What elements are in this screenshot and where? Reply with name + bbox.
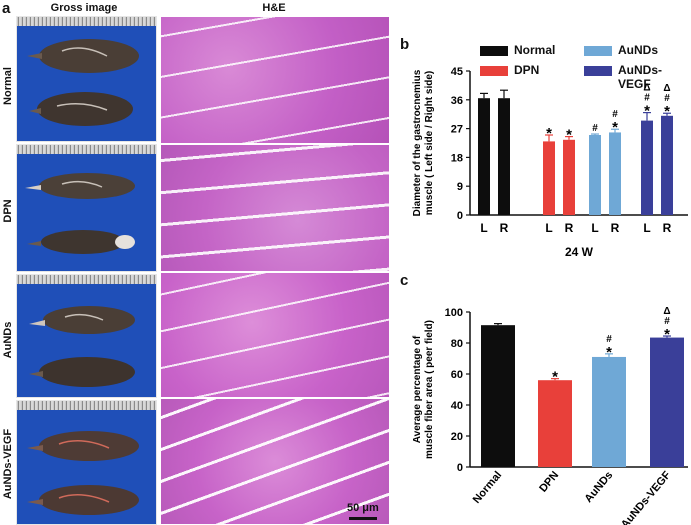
bar [641, 120, 653, 215]
chart-c: 0 20 40 60 80 100 Average percentage of muscle … [412, 306, 688, 525]
y-tick-label: 80 [451, 338, 463, 350]
muscle-specimen-aunds-vegf [27, 431, 139, 515]
y-axis-label-line1: Diameter of the gastrocnemius [412, 69, 423, 216]
x-tick-label: R [663, 221, 672, 235]
gross-image-header: Gross image [50, 2, 118, 14]
bar [592, 356, 626, 467]
ruler [17, 145, 156, 154]
bar [543, 141, 555, 215]
legend: Normal AuNDs DPN AuNDs-VEGF [480, 43, 690, 91]
muscle-specimen-normal [27, 39, 139, 126]
he-image-aunds [160, 272, 390, 398]
ruler [17, 401, 156, 410]
row-label-normal: Normal [2, 67, 14, 105]
he-image-normal [160, 16, 390, 144]
y-tick-label: 100 [445, 307, 463, 319]
y-axis-label-line2: muscle ( Left side / Right side) [424, 71, 435, 215]
legend-label-aunds-vegf: AuNDs-VEGF [618, 63, 662, 91]
y-axis-label-line2: muscle fiber area ( peer field) [424, 320, 435, 459]
panel-a-letter: a [2, 0, 11, 17]
muscle-specimen-dpn [25, 173, 135, 254]
y-tick-label: 20 [451, 431, 463, 443]
significance-mark: # [592, 123, 598, 134]
bar [589, 135, 601, 215]
ruler [17, 17, 156, 26]
x-tick-label: L [591, 221, 598, 235]
he-header: H&E [262, 2, 286, 14]
scale-bar [349, 517, 377, 520]
legend-label-dpn: DPN [514, 63, 540, 77]
legend-swatch-aunds-vegf [584, 66, 612, 76]
panel-b-letter: b [400, 36, 410, 53]
significance-mark: * [606, 344, 612, 361]
x-tick-label: AuNDs-VEGF [619, 469, 674, 525]
x-tick-label: L [643, 221, 650, 235]
significance-mark: Δ [663, 306, 670, 317]
bar [538, 380, 572, 467]
bar [481, 325, 515, 467]
significance-mark: Δ [643, 83, 650, 94]
x-tick-label: AuNDs [583, 469, 616, 505]
he-image-aunds-vegf [160, 398, 390, 525]
row-label-aunds-vegf: AuNDs-VEGF [2, 428, 14, 500]
bar [563, 139, 575, 215]
significance-mark: # [606, 334, 612, 345]
legend-swatch-aunds [584, 46, 612, 56]
y-tick-label: 45 [451, 66, 463, 78]
significance-mark: # [644, 93, 650, 104]
row-label-aunds: AuNDs [2, 321, 14, 359]
x-axis-label: 24 W [565, 245, 594, 259]
bar [650, 337, 684, 467]
significance-mark: # [612, 109, 618, 120]
x-tick-label: L [545, 221, 552, 235]
scale-bar-label: 50 μm [347, 502, 379, 514]
x-tick-label: R [611, 221, 620, 235]
y-tick-label: 0 [457, 462, 463, 474]
bar [478, 98, 490, 215]
significance-mark: * [566, 127, 572, 144]
legend-label-aunds: AuNDs [618, 43, 659, 57]
y-tick-label: 27 [451, 124, 463, 136]
significance-mark: * [664, 326, 670, 343]
bar [609, 132, 621, 215]
y-tick-label: 9 [457, 181, 463, 193]
bar [498, 98, 510, 215]
ruler [17, 275, 156, 284]
legend-label-normal: Normal [514, 43, 556, 57]
y-tick-label: 18 [451, 152, 463, 164]
gross-image-aunds-vegf [16, 400, 157, 525]
significance-mark: # [664, 316, 670, 327]
significance-mark: # [664, 93, 670, 104]
legend-swatch-normal [480, 46, 508, 56]
x-tick-label: R [500, 221, 509, 235]
legend-swatch-dpn [480, 66, 508, 76]
y-axis-label-line1: Average percentage of [412, 335, 423, 443]
significance-mark: Δ [663, 83, 670, 94]
y-tick-label: 36 [451, 95, 463, 107]
gross-image-normal [16, 16, 157, 142]
y-tick-label: 0 [457, 210, 463, 222]
y-tick-label: 40 [451, 400, 463, 412]
bar [661, 115, 673, 215]
y-tick-label: 60 [451, 369, 463, 381]
muscle-specimen-aunds [29, 306, 135, 387]
chart-b: 0 9 18 27 36 45 Diameter of the gastrocnemius m… [412, 66, 688, 259]
significance-mark: * [644, 103, 650, 120]
significance-mark: * [546, 125, 552, 142]
row-label-dpn: DPN [2, 199, 14, 223]
gross-image-aunds [16, 274, 157, 398]
panel-c-letter: c [400, 272, 409, 289]
x-tick-label: L [480, 221, 487, 235]
x-tick-label: R [565, 221, 574, 235]
he-image-dpn [160, 144, 390, 272]
x-tick-label: DPN [537, 469, 561, 495]
x-tick-label: Normal [471, 469, 505, 506]
gross-image-dpn [16, 144, 157, 272]
significance-mark: * [552, 369, 558, 386]
significance-mark: * [664, 103, 670, 120]
significance-mark: * [612, 119, 618, 136]
